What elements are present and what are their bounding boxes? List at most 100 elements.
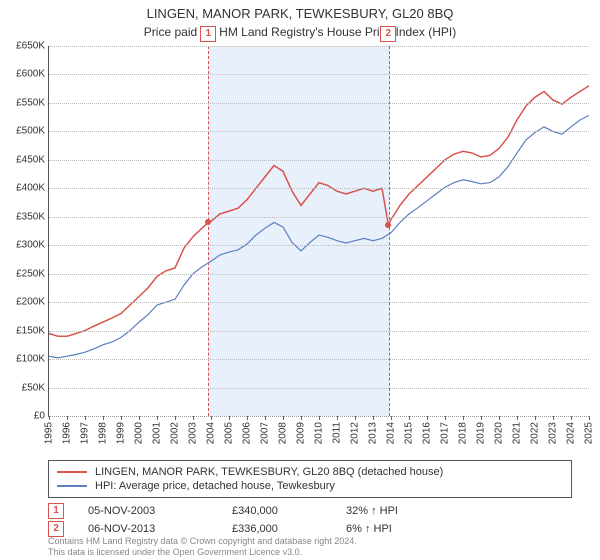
- y-gridline: [49, 359, 589, 360]
- x-tick: [175, 416, 176, 420]
- x-axis-label: 2008: [278, 422, 289, 444]
- x-axis-label: 2001: [152, 422, 163, 444]
- x-axis-label: 2007: [260, 422, 271, 444]
- x-tick: [355, 416, 356, 420]
- x-axis-label: 1996: [62, 422, 73, 444]
- x-tick: [121, 416, 122, 420]
- x-axis-label: 2012: [350, 422, 361, 444]
- chart-container: LINGEN, MANOR PARK, TEWKESBURY, GL20 8BQ…: [0, 0, 600, 560]
- x-axis-label: 2025: [584, 422, 595, 444]
- y-axis-label: £200K: [16, 297, 49, 308]
- x-axis-label: 2016: [422, 422, 433, 444]
- legend-item: LINGEN, MANOR PARK, TEWKESBURY, GL20 8BQ…: [57, 465, 563, 479]
- y-gridline: [49, 217, 589, 218]
- plot-area: £0£50K£100K£150K£200K£250K£300K£350K£400…: [48, 46, 589, 417]
- y-gridline: [49, 103, 589, 104]
- y-axis-label: £400K: [16, 183, 49, 194]
- x-tick: [67, 416, 68, 420]
- x-tick: [481, 416, 482, 420]
- y-axis-label: £100K: [16, 354, 49, 365]
- sale-row: 1 05-NOV-2003 £340,000 32% ↑ HPI: [48, 502, 398, 520]
- x-tick: [229, 416, 230, 420]
- x-axis-label: 2005: [224, 422, 235, 444]
- series-line: [49, 86, 589, 336]
- y-axis-label: £250K: [16, 268, 49, 279]
- y-gridline: [49, 160, 589, 161]
- x-tick: [103, 416, 104, 420]
- x-axis-label: 1998: [98, 422, 109, 444]
- legend-swatch: [57, 485, 87, 487]
- x-axis-label: 2023: [548, 422, 559, 444]
- x-tick: [463, 416, 464, 420]
- x-axis-label: 2015: [404, 422, 415, 444]
- x-tick: [409, 416, 410, 420]
- y-gridline: [49, 46, 589, 47]
- y-axis-label: £550K: [16, 97, 49, 108]
- sale-marker-icon: 2: [48, 521, 64, 537]
- y-axis-label: £650K: [16, 41, 49, 52]
- x-tick: [247, 416, 248, 420]
- legend-label: LINGEN, MANOR PARK, TEWKESBURY, GL20 8BQ…: [95, 466, 443, 478]
- x-tick: [391, 416, 392, 420]
- x-axis-label: 2000: [134, 422, 145, 444]
- y-gridline: [49, 274, 589, 275]
- sale-marker-icon: 1: [48, 503, 64, 519]
- x-axis-label: 2006: [242, 422, 253, 444]
- x-tick: [571, 416, 572, 420]
- x-axis-label: 1997: [80, 422, 91, 444]
- x-tick: [499, 416, 500, 420]
- x-tick: [373, 416, 374, 420]
- x-tick: [283, 416, 284, 420]
- sale-row: 2 06-NOV-2013 £336,000 6% ↑ HPI: [48, 520, 398, 538]
- sale-date: 05-NOV-2003: [88, 505, 208, 517]
- x-tick: [301, 416, 302, 420]
- chart-title: LINGEN, MANOR PARK, TEWKESBURY, GL20 8BQ: [0, 0, 600, 23]
- x-tick: [553, 416, 554, 420]
- legend-label: HPI: Average price, detached house, Tewk…: [95, 480, 335, 492]
- y-axis-label: £500K: [16, 126, 49, 137]
- x-tick: [427, 416, 428, 420]
- sale-point-dot: [385, 222, 391, 228]
- y-gridline: [49, 188, 589, 189]
- chart-subtitle: Price paid vs. HM Land Registry's House …: [0, 23, 600, 43]
- sale-marker-icon: 2: [380, 26, 396, 42]
- x-tick: [211, 416, 212, 420]
- y-axis-label: £0: [34, 411, 49, 422]
- footer-line: Contains HM Land Registry data © Crown c…: [48, 536, 357, 547]
- x-axis-label: 2004: [206, 422, 217, 444]
- x-axis-label: 2022: [530, 422, 541, 444]
- x-axis-label: 2019: [476, 422, 487, 444]
- x-tick: [445, 416, 446, 420]
- y-gridline: [49, 131, 589, 132]
- x-tick: [85, 416, 86, 420]
- y-gridline: [49, 388, 589, 389]
- x-axis-label: 1999: [116, 422, 127, 444]
- legend-box: LINGEN, MANOR PARK, TEWKESBURY, GL20 8BQ…: [48, 460, 572, 498]
- x-axis-label: 2017: [440, 422, 451, 444]
- x-axis-label: 2002: [170, 422, 181, 444]
- x-tick: [589, 416, 590, 420]
- x-tick: [157, 416, 158, 420]
- sale-relative: 6% ↑ HPI: [346, 523, 392, 535]
- x-axis-label: 2014: [386, 422, 397, 444]
- x-axis-label: 2024: [566, 422, 577, 444]
- x-tick: [319, 416, 320, 420]
- y-axis-label: £600K: [16, 69, 49, 80]
- series-line: [49, 115, 589, 358]
- y-axis-label: £350K: [16, 211, 49, 222]
- x-tick: [265, 416, 266, 420]
- x-axis-label: 2009: [296, 422, 307, 444]
- sale-price: £336,000: [232, 523, 322, 535]
- x-axis-label: 2013: [368, 422, 379, 444]
- x-axis-label: 2010: [314, 422, 325, 444]
- x-tick: [193, 416, 194, 420]
- sale-point-dot: [205, 219, 211, 225]
- x-axis-label: 2011: [332, 422, 343, 444]
- sale-relative: 32% ↑ HPI: [346, 505, 398, 517]
- sales-table: 1 05-NOV-2003 £340,000 32% ↑ HPI 2 06-NO…: [48, 502, 398, 538]
- x-axis-label: 2021: [512, 422, 523, 444]
- y-gridline: [49, 302, 589, 303]
- y-gridline: [49, 245, 589, 246]
- sale-price: £340,000: [232, 505, 322, 517]
- legend-swatch: [57, 471, 87, 473]
